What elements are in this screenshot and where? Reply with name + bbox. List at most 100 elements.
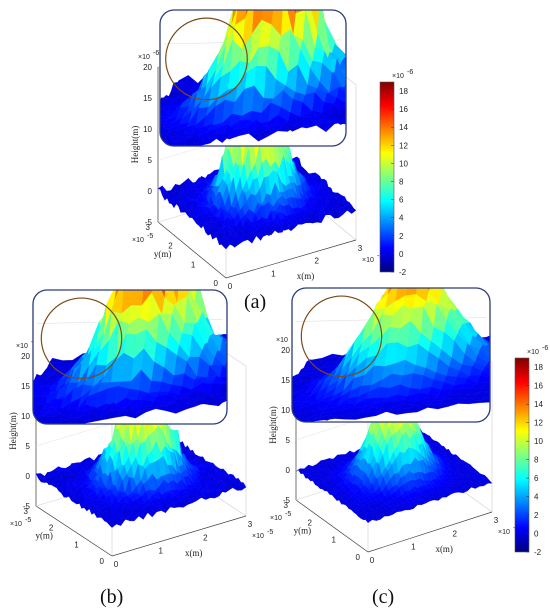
z-tick-label-2-1: 0	[286, 466, 291, 475]
z-tick-label-0-3: 10	[143, 125, 152, 134]
z-exponent-2: ×10	[276, 337, 288, 344]
inset-0	[159, 9, 347, 147]
y-tick-label-2-1: 1	[332, 536, 337, 545]
colorbar-tick-label-0-3: 4	[399, 214, 404, 223]
y-tick-label-0-2: 2	[168, 242, 173, 251]
y-exponent-power-1: -5	[25, 517, 31, 524]
x-tick-label-2-3: 3	[494, 516, 499, 525]
z-tick-label-2-3: 10	[281, 406, 290, 415]
x-tick-label-2-1: 1	[411, 543, 416, 552]
surface-mesh-2	[295, 385, 493, 524]
z-tick-label-2-2: 5	[286, 436, 291, 445]
colorbar-tick-label-2-5: 8	[534, 456, 539, 465]
z-tick-label-0-1: 0	[148, 187, 153, 196]
colorbar-tick-label-0-4: 6	[399, 196, 404, 205]
y-axis-label-0: y(m)	[154, 249, 172, 259]
z-tick-label-2-4: 15	[281, 376, 290, 385]
colorbar-exponent-2: ×10	[527, 349, 539, 356]
inset-surface-0	[160, 10, 346, 146]
x-tick-label-2-2: 2	[452, 529, 457, 538]
x-tick-label-1-3: 3	[248, 520, 253, 529]
highlight-circle-1	[40, 297, 123, 380]
x-tick-label-1-2: 2	[203, 533, 208, 542]
colorbar-exponent-0: ×10	[392, 73, 404, 80]
inset-2	[291, 287, 491, 423]
z-exponent-1: ×10	[16, 343, 28, 350]
highlight-circle-0	[165, 17, 248, 101]
x-axis-2	[367, 511, 493, 553]
z-tick-label-1-2: 5	[26, 442, 31, 451]
colorbar-exponent-power-2: -6	[542, 345, 548, 352]
y-tick-label-1-0: 0	[100, 557, 105, 566]
panel-c: -505101520×10-6Height(m)0123x(m)×10-5012…	[268, 287, 548, 565]
x-exponent-power-1: -5	[267, 529, 273, 536]
colorbar-tick-label-2-2: 2	[534, 511, 539, 520]
y-tick-label-0-3: 3	[146, 223, 151, 232]
x-tick-label-0-3: 3	[358, 244, 363, 253]
z-tick-label-1-4: 15	[21, 382, 30, 391]
panel-label-c: (c)	[372, 586, 394, 608]
z-tick-label-2-0: -5	[283, 496, 291, 505]
inset-mesh-2	[292, 288, 490, 422]
z-exponent-0: ×10	[138, 54, 150, 61]
colorbar-tick-label-2-8: 14	[534, 400, 543, 409]
x-exponent-1: ×10	[252, 533, 264, 540]
colorbar-tick-label-0-10: 18	[399, 87, 408, 96]
z-tick-label-0-2: 5	[148, 156, 153, 165]
z-tick-label-1-0: -5	[23, 502, 31, 511]
colorbar-tick-label-0-7: 12	[399, 141, 408, 150]
z-tick-label-1-3: 10	[21, 412, 30, 421]
colorbar-scale-2	[514, 357, 530, 553]
y-axis-label-2: y(m)	[294, 525, 312, 535]
colorbar-tick-label-2-10: 18	[534, 363, 543, 372]
y-tick-label-2-3: 3	[284, 501, 289, 510]
x-axis-1	[111, 515, 247, 557]
panel-label-a: (a)	[244, 291, 266, 313]
x-axis-label-2: x(m)	[435, 544, 453, 554]
z-tick-label-0-5: 20	[143, 63, 152, 72]
z-tick-label-1-5: 20	[21, 352, 30, 361]
x-exponent-0: ×10	[362, 257, 374, 264]
y-tick-label-1-2: 2	[49, 524, 54, 533]
highlight-circle-2	[300, 295, 383, 378]
colorbar-tick-label-2-3: 4	[534, 493, 539, 502]
colorbar-tick-label-0-9: 16	[399, 105, 408, 114]
inset-1	[32, 289, 228, 425]
colorbar-tick-label-2-6: 10	[534, 437, 543, 446]
z-tick-label-0-4: 15	[143, 94, 152, 103]
x-axis-label-0: x(m)	[297, 271, 315, 281]
inset-border-0	[159, 9, 347, 147]
z-exponent-power-0: -6	[153, 50, 159, 57]
x-tick-label-0-0: 0	[228, 282, 233, 291]
x-exponent-2: ×10	[498, 529, 510, 536]
colorbar-2: -2 0 2 4 6 8 10 12 14 16 18 ×10-6	[514, 345, 548, 557]
colorbar-tick-label-0-6: 10	[399, 159, 408, 168]
z-axis-label-0: Height(m)	[130, 126, 140, 164]
colorbar-tick-label-2-9: 16	[534, 382, 543, 391]
inset-mesh-1	[33, 290, 227, 424]
colorbar-scale-0	[379, 81, 395, 273]
x-tick-label-2-0: 0	[370, 556, 375, 565]
inset-surface-2	[292, 288, 490, 422]
y-exponent-power-0: -5	[147, 233, 153, 240]
colorbar-tick-label-0-0: -2	[399, 268, 407, 277]
y-axis-2	[295, 499, 369, 553]
z-axis-label-2: Height(m)	[268, 406, 278, 444]
y-exponent-2: ×10	[270, 515, 282, 522]
colorbar-0: -2 0 2 4 6 8 10 12 14 16 18 ×10-6	[379, 69, 413, 277]
colorbar-tick-label-2-4: 6	[534, 474, 539, 483]
y-axis-0	[157, 221, 227, 279]
x-tick-label-1-0: 0	[114, 560, 119, 569]
y-tick-label-1-1: 1	[74, 540, 79, 549]
y-exponent-1: ×10	[10, 521, 22, 528]
y-exponent-0: ×10	[132, 237, 144, 244]
inset-mesh-0	[160, 10, 346, 146]
z-tick-label-2-5: 20	[281, 346, 290, 355]
panel-b: -505101520×10-6Height(m)0123x(m)×10-5012…	[8, 289, 273, 569]
z-tick-label-1-1: 0	[26, 472, 31, 481]
y-tick-label-2-0: 0	[356, 553, 361, 562]
y-tick-label-0-1: 1	[191, 260, 196, 269]
x-axis-label-1: x(m)	[185, 548, 203, 558]
x-tick-label-0-1: 1	[271, 269, 276, 278]
